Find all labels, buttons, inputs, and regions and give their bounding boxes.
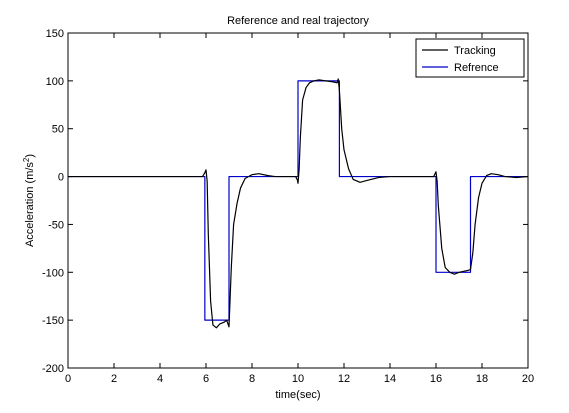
x-tick-label: 4 (157, 373, 163, 385)
x-tick-label: 10 (292, 373, 304, 385)
x-tick-label: 20 (522, 373, 534, 385)
y-tick-label: 0 (58, 172, 64, 184)
series-line-tracking (68, 78, 529, 329)
y-tick-label: -150 (42, 315, 64, 327)
x-tick-label: 2 (111, 373, 117, 385)
legend-label: Refrence (454, 62, 499, 74)
series-line-refrence (68, 80, 528, 321)
x-tick-label: 8 (249, 373, 255, 385)
chart-title: Reference and real trajectory (227, 15, 369, 27)
y-tick-label: -50 (48, 219, 64, 231)
legend-box (415, 38, 525, 78)
y-tick-label: -200 (42, 363, 64, 375)
x-axis-label: time(sec) (275, 389, 320, 401)
x-tick-label: 14 (384, 373, 396, 385)
plot-lines (68, 78, 529, 329)
x-tick-label: 6 (203, 373, 209, 385)
x-tick-label: 16 (430, 373, 442, 385)
legend-label: Tracking (454, 45, 496, 57)
x-tick-label: 12 (338, 373, 350, 385)
y-tick-label: 150 (46, 28, 64, 40)
x-axis-ticks: 0 2 4 6 8 10 12 14 16 18 20 (65, 33, 534, 385)
y-axis-label-superscript: 2 (22, 157, 31, 162)
y-tick-label: -100 (42, 267, 64, 279)
y-tick-label: 50 (52, 124, 64, 136)
x-tick-label: 18 (476, 373, 488, 385)
y-axis-ticks: -200 -150 -100 -50 0 50 100 150 (42, 28, 528, 375)
y-tick-label: 100 (46, 76, 64, 88)
y-axis-label-close: ) (24, 154, 36, 158)
y-axis-label-main: Acceleration (m/s (24, 162, 36, 247)
y-axis-label: Acceleration (m/s2) (22, 154, 36, 247)
legend: Tracking Refrence (415, 38, 525, 78)
x-tick-label: 0 (65, 373, 71, 385)
